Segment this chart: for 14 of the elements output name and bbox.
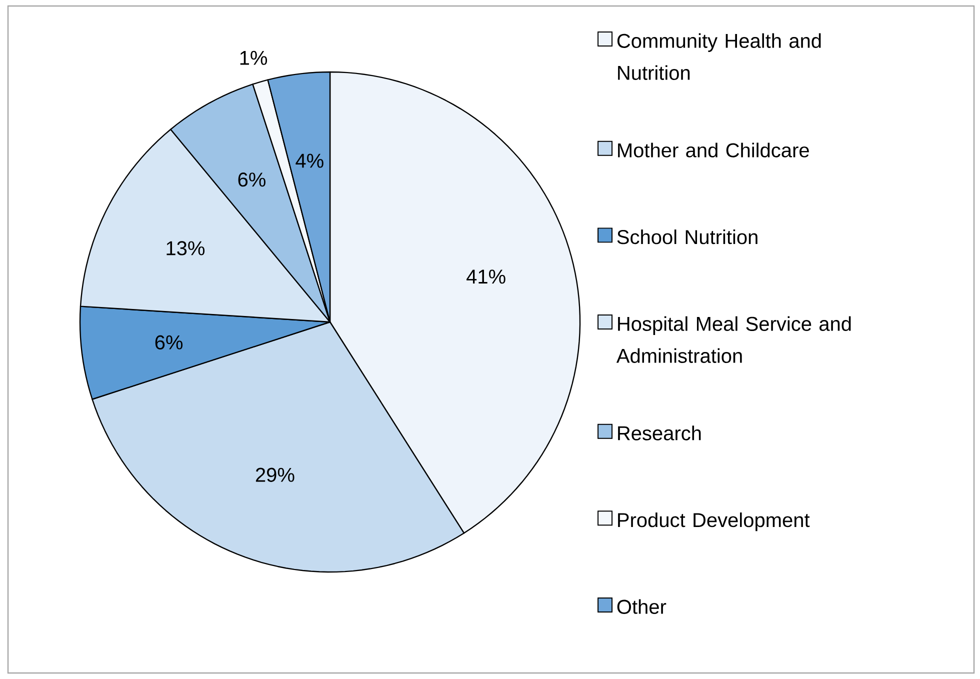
data-label: 4%	[296, 154, 324, 168]
legend-label: Product Development	[618, 512, 810, 532]
legend-label: Other	[617, 599, 666, 614]
legend-label: School Nutrition	[617, 229, 758, 244]
data-label: 41%	[466, 270, 506, 284]
legend-label: Community Health and Nutrition	[617, 33, 821, 80]
legend-label: Mother and Childcare	[618, 142, 809, 158]
data-label: 29%	[256, 468, 294, 482]
legend-label: Hospital Meal Service and Administration	[616, 316, 851, 363]
data-label: 1%	[240, 50, 268, 65]
data-label: 13%	[166, 241, 205, 256]
legend-label: Research	[618, 426, 701, 440]
data-label: 6%	[238, 172, 266, 187]
data-label: 6%	[155, 335, 183, 350]
